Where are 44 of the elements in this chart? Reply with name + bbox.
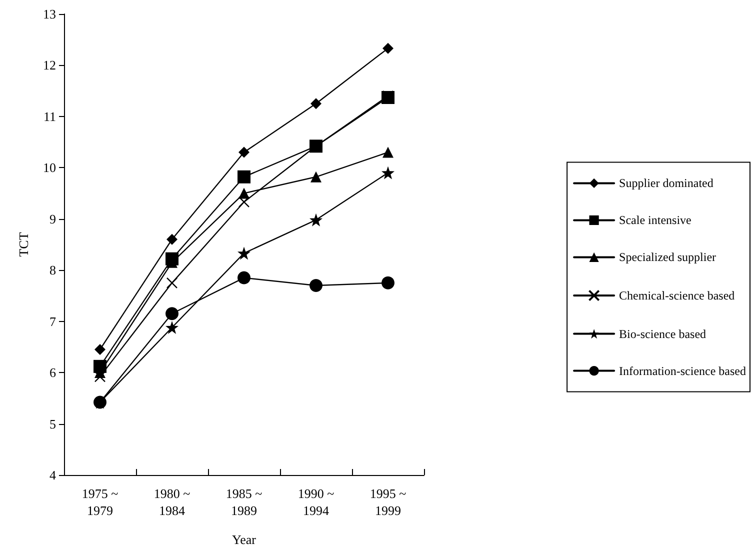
point	[382, 166, 394, 180]
point	[382, 276, 394, 290]
y-tick-label: 5	[50, 416, 56, 432]
point	[94, 396, 106, 409]
point	[166, 277, 178, 289]
legend-label: Information-science based	[619, 364, 746, 378]
point	[382, 42, 394, 54]
y-tick-label: 9	[50, 211, 56, 226]
x-tick-label: 1995 ~ 1999	[370, 486, 406, 518]
legend-label: Bio-science based	[619, 326, 706, 341]
y-tick-label: 11	[43, 108, 56, 124]
point	[238, 146, 250, 158]
point	[166, 234, 178, 245]
point	[238, 246, 250, 260]
point	[238, 196, 250, 208]
x-tick-label: 1990 ~ 1994	[298, 486, 334, 518]
point	[382, 146, 394, 158]
x-tick-label: 1985 ~ 1989	[226, 486, 262, 518]
y-axis-title: TCT	[16, 232, 31, 257]
y-tick-label: 13	[43, 6, 56, 22]
point	[310, 213, 322, 226]
point	[310, 171, 322, 182]
legend-label: Supplier dominated	[619, 176, 714, 190]
y-tick-label: 8	[50, 262, 56, 278]
point	[238, 188, 250, 199]
legend-label: Scale intensive	[619, 213, 692, 228]
point	[94, 344, 106, 356]
point	[94, 371, 106, 382]
point	[238, 271, 250, 284]
point	[310, 98, 322, 110]
y-tick-label: 6	[50, 365, 56, 380]
y-tick-label: 10	[43, 160, 56, 176]
y-tick-label: 7	[50, 314, 56, 329]
legend-label: Chemical-science based	[619, 288, 735, 302]
x-tick-label: 1975 ~ 1979	[82, 486, 118, 518]
point	[166, 307, 178, 320]
point	[166, 320, 178, 334]
point	[238, 170, 250, 184]
x-axis-title: Year	[232, 532, 257, 547]
y-tick-label: 12	[43, 58, 56, 73]
legend-label: Specialized supplier	[619, 250, 716, 264]
point	[310, 278, 322, 292]
y-tick-label: 4	[50, 468, 56, 482]
x-tick-label: 1980 ~ 1984	[154, 486, 190, 518]
